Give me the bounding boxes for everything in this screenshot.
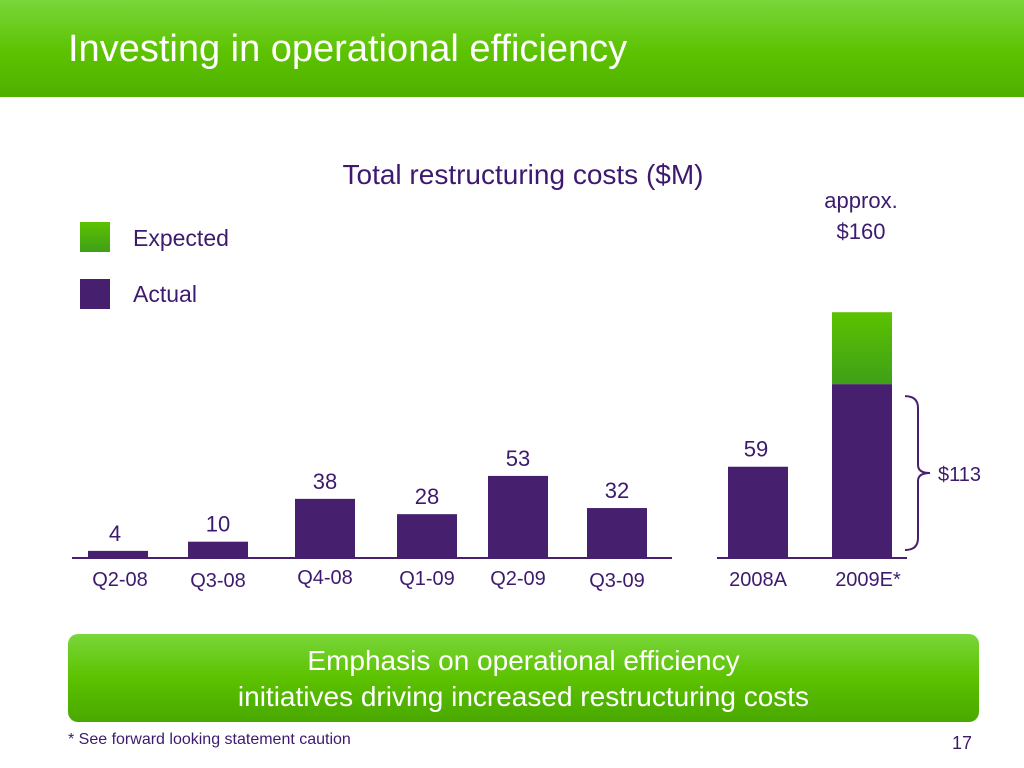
chart-title: Total restructuring costs ($M): [343, 159, 704, 190]
bar-actual-Q2-08: [88, 550, 148, 557]
tick-label-Q4-08: Q4-08: [297, 567, 353, 589]
legend-swatch-expected: [80, 222, 110, 252]
callout-line-1: Emphasis on operational efficiency: [307, 645, 740, 676]
data-label-Q3-09: 32: [605, 478, 629, 503]
title-bar: Investing in operational efficiency: [0, 0, 1024, 97]
tick-label-2009E*: 2009E*: [835, 569, 901, 591]
data-label-2009E-line2: $160: [837, 219, 886, 244]
restructuring-costs-chart: Total restructuring costs ($M) Expected Ac…: [72, 159, 981, 592]
bar-actual-2009E*: [832, 384, 892, 557]
page-number: 17: [951, 733, 972, 753]
bar-actual-Q2-09: [488, 475, 548, 557]
bar-actual-Q1-09: [397, 514, 457, 557]
tick-label-Q2-09: Q2-09: [490, 568, 546, 590]
bar-actual-Q3-09: [587, 508, 647, 557]
bar-actual-Q3-08: [188, 541, 248, 557]
data-label-2009E-line1: approx.: [824, 188, 897, 213]
slide-title: Investing in operational efficiency: [68, 28, 628, 70]
data-label-Q1-09: 28: [415, 484, 439, 509]
annotation-113: $113: [938, 464, 981, 486]
data-label-Q2-09: 53: [506, 446, 530, 471]
bar-expected-2009E*: [832, 312, 892, 385]
bar-actual-Q4-08: [295, 498, 355, 557]
bar-actual-2008A: [728, 466, 788, 557]
data-label-2008A: 59: [744, 437, 768, 462]
tick-label-Q3-08: Q3-08: [190, 570, 246, 592]
tick-label-2008A: 2008A: [729, 569, 787, 591]
tick-label-Q1-09: Q1-09: [399, 568, 455, 590]
data-label-Q4-08: 38: [313, 469, 337, 494]
emphasis-callout: Emphasis on operational efficiency initi…: [68, 634, 979, 722]
data-label-Q2-08: 4: [109, 521, 121, 546]
footnote: * See forward looking statement caution: [68, 731, 351, 748]
data-label-Q3-08: 10: [206, 512, 230, 537]
tick-label-Q2-08: Q2-08: [92, 569, 148, 591]
legend-swatch-actual: [80, 279, 110, 309]
bracket-113: [904, 395, 931, 551]
tick-label-Q3-09: Q3-09: [589, 570, 645, 592]
legend-label-expected: Expected: [133, 225, 229, 251]
callout-line-2: initiatives driving increased restructur…: [237, 681, 810, 712]
legend-label-actual: Actual: [133, 281, 197, 307]
